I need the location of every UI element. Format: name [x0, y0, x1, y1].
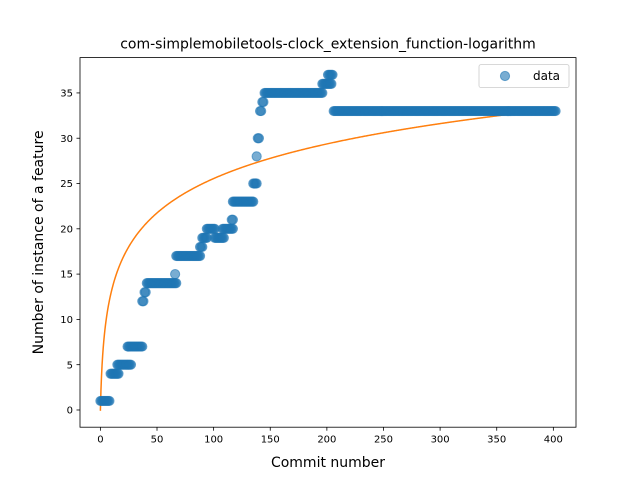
x-tick-label: 250 [374, 435, 393, 446]
legend-label: data [533, 69, 560, 83]
legend: data [478, 64, 570, 88]
data-point [253, 133, 265, 144]
x-axis-ticks: 0 50 100 150 200 250 300 350 400 [97, 427, 563, 446]
y-tick-label: 5 [67, 360, 73, 371]
y-tick-label: 15 [60, 270, 73, 281]
data-point [258, 96, 269, 108]
data-point [138, 296, 149, 307]
data-point [317, 87, 328, 99]
data-point [251, 178, 262, 189]
y-axis-ticks: 0 5 10 15 20 25 30 35 [60, 89, 80, 417]
data-point [171, 278, 182, 289]
data-point [140, 287, 151, 298]
x-tick-label: 400 [544, 435, 563, 446]
data-point [326, 78, 337, 89]
x-tick-label: 0 [97, 435, 103, 446]
x-axis-title: Commit number [271, 455, 385, 471]
data-point [327, 69, 338, 80]
plot-area-frame [79, 57, 577, 428]
fit-curve [99, 108, 556, 411]
data-point [194, 250, 206, 262]
data-point [137, 341, 148, 352]
y-tick-label: 10 [60, 315, 73, 326]
data-point [248, 196, 259, 207]
data-point [113, 368, 124, 379]
x-tick-label: 50 [151, 435, 164, 446]
y-tick-label: 35 [60, 89, 73, 100]
y-tick-label: 0 [67, 406, 73, 417]
y-tick-label: 20 [60, 224, 73, 235]
data-point [550, 105, 561, 117]
chart-title: com-simplemobiletools-clock_extension_fu… [120, 37, 536, 53]
data-point [227, 223, 238, 234]
x-tick-label: 300 [431, 435, 450, 446]
x-tick-label: 350 [487, 435, 506, 446]
data-point [251, 151, 262, 162]
x-tick-label: 200 [317, 435, 336, 446]
data-points-layer [95, 69, 561, 407]
y-tick-label: 30 [60, 134, 73, 145]
data-point [218, 232, 229, 243]
data-point [125, 359, 137, 370]
fit-line-layer [99, 108, 556, 411]
y-axis-title: Number of instance of a feature [31, 130, 47, 354]
data-point [227, 214, 238, 225]
data-point [197, 241, 208, 253]
x-tick-label: 100 [204, 435, 223, 446]
data-point [170, 269, 181, 280]
data-point [104, 395, 115, 407]
data-point [256, 105, 267, 117]
y-tick-label: 25 [60, 179, 73, 190]
legend-marker [499, 70, 511, 82]
legend-box [478, 64, 570, 88]
x-tick-label: 150 [261, 435, 280, 446]
